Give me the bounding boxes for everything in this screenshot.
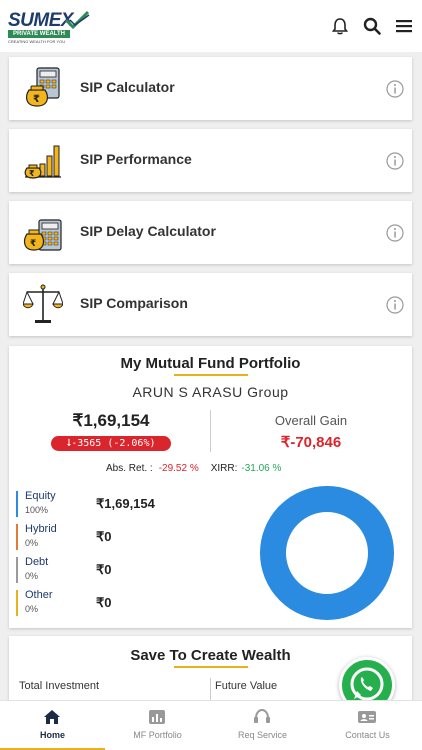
allocation-amount: ₹0 [96,562,112,577]
bottom-navigation: Home MF Portfolio Req Service Contact Us [0,700,422,750]
future-value-label: Future Value [215,680,278,692]
info-icon[interactable] [386,296,404,314]
wealth-divider [210,678,211,708]
allocation-other[interactable]: Other 0% ₹0 [16,589,206,617]
xirr-value: -31.06 % [241,463,282,474]
current-value: ₹1,69,154 [72,411,150,430]
app-header: SUMEX PRIVATE WEALTH CREATING WEALTH FOR… [0,0,422,52]
wealth-title: Save To Create Wealth [130,647,291,664]
title-underline [174,666,248,668]
whatsapp-icon [350,667,384,701]
overall-gain-value: ₹-70,846 [280,434,342,451]
sumex-logo[interactable]: SUMEX PRIVATE WEALTH CREATING WEALTH FOR… [8,8,90,44]
allocation-pct: 100% [25,505,49,515]
allocation-equity[interactable]: Equity 100% ₹1,69,154 [16,490,206,518]
calculator-clock-icon: ₹ [23,219,62,251]
sip-performance-card[interactable]: ₹ SIP Performance [9,129,412,192]
abs-ret-value: -29.52 % [158,463,199,474]
title-underline [174,374,248,376]
chart-icon [149,710,165,724]
logo-tagline: CREATING WEALTH FOR YOU [8,39,66,44]
nav-label: Contact Us [345,730,390,740]
tool-label: SIP Performance [80,151,192,167]
svg-text:₹: ₹ [30,239,36,249]
donut-equity-segment[interactable] [260,486,394,620]
logo-band: PRIVATE WEALTH [8,30,70,38]
home-icon [44,710,60,724]
info-icon[interactable] [386,152,404,170]
allocation-pct: 0% [25,538,39,548]
search-icon[interactable] [362,16,382,36]
active-tab-indicator [0,748,105,750]
allocation-pct: 0% [25,571,39,581]
abs-ret-label: Abs. Ret. : [106,463,153,474]
headset-icon [254,709,270,723]
other-color-bar [16,590,18,616]
contact-card-icon [358,711,376,723]
sip-calculator-card[interactable]: ₹ SIP Calculator [9,57,412,120]
sip-delay-calculator-card[interactable]: ₹ SIP Delay Calculator [9,201,412,264]
allocation-donut-chart[interactable] [249,486,405,620]
allocation-amount: ₹1,69,154 [96,496,155,511]
debt-color-bar [16,557,18,583]
allocation-amount: ₹0 [96,595,112,610]
allocation-debt[interactable]: Debt 0% ₹0 [16,556,206,584]
bar-growth-icon: ₹ [24,145,61,179]
menu-icon[interactable] [394,16,414,36]
returns-row: Abs. Ret. : -29.52 % XIRR: -31.06 % [106,463,281,474]
nav-label: Req Service [237,730,288,740]
nav-mf-portfolio[interactable]: MF Portfolio [105,701,210,750]
calculator-moneybag-icon: ₹ [26,67,60,107]
tool-label: SIP Comparison [80,295,188,311]
allocation-amount: ₹0 [96,529,112,544]
total-investment-label: Total Investment [19,680,100,692]
equity-color-bar [16,491,18,517]
nav-label: Home [39,730,65,740]
sip-comparison-card[interactable]: SIP Comparison [9,273,412,336]
mutual-fund-portfolio-card[interactable]: My Mutual Fund Portfolio ARUN S ARASU Gr… [9,346,412,628]
nav-home[interactable]: Home [0,701,105,750]
allocation-name: Equity [25,490,56,502]
change-badge: ⭣-3565 (-2.06%) [51,436,171,451]
info-icon[interactable] [386,224,404,242]
tool-label: SIP Delay Calculator [80,223,216,239]
allocation-pct: 0% [25,604,39,614]
logo-word: SUMEX [8,10,74,31]
info-icon[interactable] [386,80,404,98]
svg-text:₹: ₹ [29,169,35,178]
bell-icon[interactable] [330,16,350,36]
scales-icon [23,284,63,323]
allocation-name: Other [25,589,53,601]
portfolio-title: My Mutual Fund Portfolio [120,355,301,372]
overall-gain-label: Overall Gain [274,413,348,428]
allocation-name: Debt [25,556,49,568]
hybrid-color-bar [16,524,18,550]
group-name: ARUN S ARASU Group [132,384,289,400]
svg-text:₹: ₹ [33,94,40,105]
value-divider [210,410,211,452]
logo-check-icon [64,10,90,30]
nav-contact-us[interactable]: Contact Us [315,701,420,750]
allocation-name: Hybrid [25,523,57,535]
nav-label: MF Portfolio [133,730,182,740]
xirr-label: XIRR: [210,463,238,474]
tool-label: SIP Calculator [80,79,175,95]
allocation-hybrid[interactable]: Hybrid 0% ₹0 [16,523,206,551]
nav-req-service[interactable]: Req Service [210,701,315,750]
